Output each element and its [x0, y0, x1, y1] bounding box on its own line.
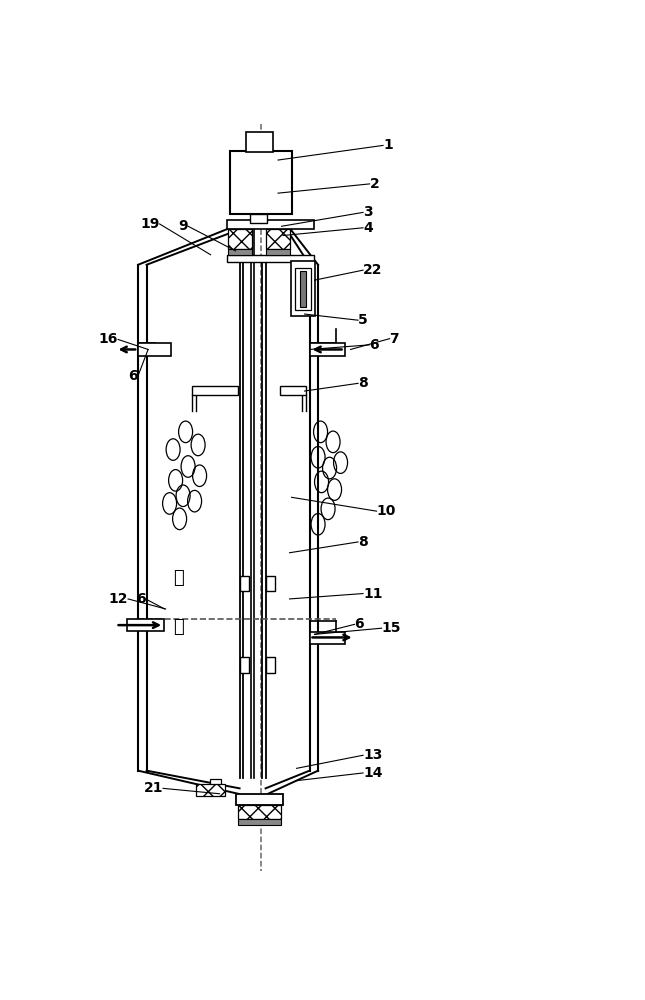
Bar	[266, 576, 275, 591]
Text: 14: 14	[363, 766, 382, 780]
Text: 6: 6	[355, 617, 364, 631]
Bar	[192, 386, 237, 395]
Text: 3: 3	[363, 205, 373, 219]
Text: 8: 8	[358, 535, 368, 549]
Text: 5: 5	[358, 313, 368, 327]
Bar	[138, 343, 170, 356]
Bar	[238, 819, 281, 825]
Bar	[290, 261, 315, 316]
Text: 11: 11	[363, 587, 382, 601]
Text: 6: 6	[128, 369, 138, 383]
Bar	[239, 576, 248, 591]
Bar	[226, 220, 314, 229]
Text: 10: 10	[377, 504, 396, 518]
Text: 2: 2	[370, 177, 379, 191]
Text: 6: 6	[370, 338, 379, 352]
Text: 12: 12	[108, 592, 128, 606]
Text: 9: 9	[179, 219, 188, 233]
Text: 水: 水	[173, 618, 183, 636]
Bar	[246, 132, 273, 152]
Text: 16: 16	[99, 332, 118, 346]
Bar	[266, 657, 275, 673]
Text: 13: 13	[363, 748, 382, 762]
Bar	[310, 632, 344, 644]
Text: 7: 7	[390, 332, 399, 346]
Bar	[195, 784, 224, 796]
Bar	[126, 619, 164, 631]
Bar	[279, 386, 306, 395]
Text: 1: 1	[383, 138, 393, 152]
Text: 19: 19	[140, 217, 159, 231]
Text: 6: 6	[136, 592, 146, 606]
Bar	[228, 249, 252, 255]
Bar	[295, 268, 311, 310]
Bar	[266, 229, 290, 249]
Bar	[250, 214, 267, 223]
Text: 15: 15	[382, 621, 401, 635]
Bar	[210, 779, 221, 787]
Bar	[238, 805, 281, 819]
Text: 4: 4	[363, 221, 373, 235]
Text: 21: 21	[144, 781, 163, 795]
Bar	[310, 343, 344, 356]
Bar	[228, 229, 252, 249]
Bar	[235, 794, 283, 805]
Bar	[266, 249, 290, 255]
Text: 8: 8	[358, 376, 368, 390]
Text: 22: 22	[363, 263, 382, 277]
Text: 油: 油	[173, 569, 183, 587]
Bar	[230, 151, 292, 214]
Bar	[239, 657, 248, 673]
Bar	[226, 255, 314, 262]
Bar	[299, 271, 306, 307]
